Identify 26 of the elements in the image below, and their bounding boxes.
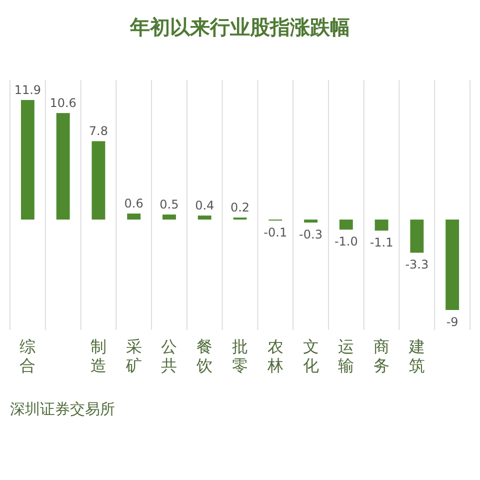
text: 深圳证券交易所	[10, 400, 115, 418]
x-tick-label: 农林	[266, 337, 284, 375]
data-label: 0.6	[124, 196, 144, 211]
data-label: 0.4	[195, 198, 214, 213]
data-label: -3.3	[405, 258, 429, 272]
x-tick-label: 运输	[338, 337, 354, 375]
x-tick-label: 建筑	[408, 337, 425, 375]
data-label: 0.5	[160, 198, 179, 212]
x-tick-label: 文化	[302, 337, 319, 375]
x-tick-label: 制造	[90, 337, 106, 375]
data-label: -0.3	[299, 228, 322, 242]
x-tick-label: 采矿	[124, 337, 142, 375]
data-label: 10.6	[50, 96, 76, 110]
title: 年初以来行业股指涨跌幅	[130, 15, 350, 39]
data-label: 11.9	[14, 83, 42, 97]
data-label: -0.1	[264, 226, 288, 240]
data-label: 0.2	[230, 200, 250, 215]
data-label: -1.1	[370, 236, 394, 250]
data-label: -9	[446, 315, 458, 329]
x-tick-label: 综合	[20, 337, 36, 375]
x-tick-label: 餐饮	[196, 337, 213, 375]
data-label: 7.8	[88, 124, 108, 138]
x-tick-label: 批零	[232, 337, 248, 375]
x-tick-label: 商务	[374, 337, 390, 375]
data-label: -1.0	[334, 234, 358, 249]
x-tick-label: 公共	[161, 337, 178, 375]
